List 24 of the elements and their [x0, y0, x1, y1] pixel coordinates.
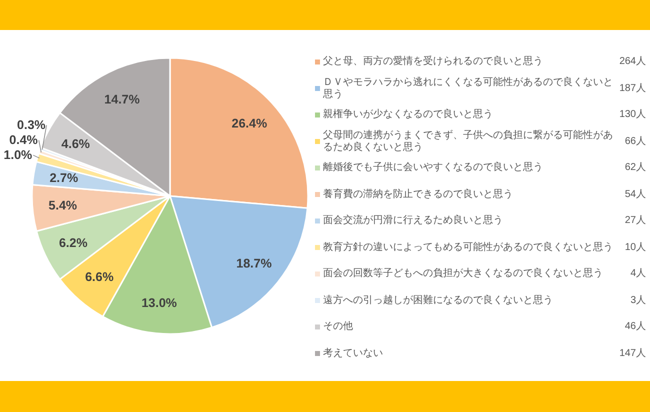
- data-label: 6.2%: [58, 236, 88, 250]
- legend-label: 父と母、両方の愛情を受けられるので良いと思う: [323, 56, 543, 68]
- data-label: 13.0%: [141, 296, 177, 310]
- data-label: 14.7%: [104, 92, 140, 107]
- legend-label: 面会交流が円滑に行えるため良いと思う: [323, 215, 503, 227]
- data-label: 1.0%: [4, 148, 32, 162]
- legend-label: 教育方針の違いによってもめる可能性があるので良くないと思う: [323, 242, 613, 254]
- data-label: 6.6%: [85, 270, 114, 284]
- legend-label: 養育費の滞納を防止できるので良いと思う: [323, 188, 513, 200]
- legend-label: 考えていない: [323, 348, 383, 360]
- legend-label: 遠方への引っ越しが困難になるので良くないと思う: [323, 294, 553, 306]
- legend-label: 親権争いが少なくなるので良いと思う: [323, 109, 493, 121]
- data-label: 5.4%: [48, 198, 78, 212]
- data-label: 0.3%: [17, 118, 46, 132]
- legend-label: その他: [323, 321, 353, 333]
- data-label: 2.7%: [50, 171, 78, 186]
- legend-label: ＤＶやモラハラから逃れにくくなる可能性があるので良くないと思う: [323, 76, 613, 100]
- data-label: 0.4%: [9, 133, 38, 148]
- legend-label: 父母間の連携がうまくできず、子供への負担に繋がる可能性があるため良くないと思う: [323, 130, 613, 154]
- data-label: 18.7%: [236, 256, 272, 270]
- data-label: 26.4%: [232, 116, 268, 130]
- data-label: 4.6%: [61, 137, 90, 152]
- legend-label: 離婚後でも子供に会いやすくなるので良いと思う: [323, 162, 543, 174]
- legend-label: 面会の回数等子どもへの負担が大きくなるので良くないと思う: [323, 268, 603, 280]
